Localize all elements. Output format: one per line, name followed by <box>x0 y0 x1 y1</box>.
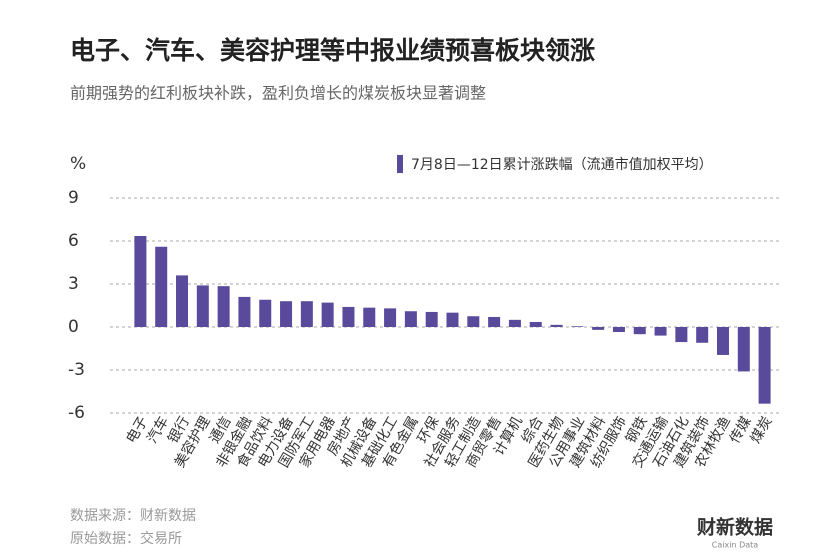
y-tick-label: -3 <box>68 360 85 380</box>
logo: 财新数据 <box>697 516 773 539</box>
bar <box>384 308 397 327</box>
logo-sub: Caixin Data <box>712 541 758 550</box>
y-tick-label: -6 <box>68 403 85 423</box>
bar <box>571 326 584 327</box>
bar <box>508 319 521 327</box>
y-tick-label: 0 <box>68 317 79 337</box>
bar <box>321 302 334 327</box>
bar <box>467 316 480 327</box>
x-tick-label: 汽车 <box>143 414 172 447</box>
legend-swatch <box>397 155 403 173</box>
bar <box>259 299 272 327</box>
bar <box>176 275 189 327</box>
bar <box>592 327 605 330</box>
bar <box>696 327 709 343</box>
bar <box>716 327 729 355</box>
bar <box>134 235 147 327</box>
bar <box>404 311 417 327</box>
bar <box>529 321 542 327</box>
bar <box>196 285 209 327</box>
bar <box>217 286 230 327</box>
bar <box>550 324 563 327</box>
bar <box>488 316 501 327</box>
bar <box>612 327 625 333</box>
legend-label: 7月8日—12日累计涨跌幅（流通市值加权平均） <box>411 156 713 173</box>
y-tick-label: 6 <box>68 231 79 251</box>
source: 数据来源：财新数据 <box>70 508 196 524</box>
y-axis-label: % <box>70 154 86 174</box>
x-tick-label: 煤炭 <box>748 414 776 446</box>
bar <box>342 306 355 327</box>
bar <box>446 312 459 327</box>
bar <box>425 311 438 327</box>
bar <box>155 246 168 327</box>
y-tick-label: 3 <box>68 274 79 294</box>
x-tick-label: 电子 <box>123 414 151 446</box>
raw-source: 原始数据：交易所 <box>70 530 182 547</box>
x-tick-label: 传媒 <box>727 414 755 446</box>
chart-subtitle: 前期强势的红利板块补跌，盈利负增长的煤炭板块显著调整 <box>70 84 486 103</box>
bar <box>363 307 376 327</box>
bar <box>280 301 293 327</box>
bar <box>758 327 771 404</box>
bar <box>737 327 750 372</box>
bar <box>654 327 667 336</box>
bar <box>633 327 646 335</box>
bar <box>300 301 313 327</box>
chart-title: 电子、汽车、美容护理等中报业绩预喜板块领涨 <box>70 36 595 65</box>
y-tick-label: 9 <box>68 188 79 208</box>
bar <box>238 296 251 327</box>
bar <box>675 327 688 343</box>
